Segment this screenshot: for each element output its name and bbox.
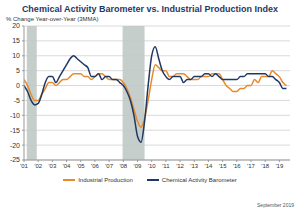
svg-text:'12: '12 [176, 163, 184, 169]
svg-text:'06: '06 [91, 163, 99, 169]
svg-text:'08: '08 [119, 163, 127, 169]
svg-text:'01: '01 [20, 163, 28, 169]
svg-text:-20: -20 [10, 142, 20, 149]
svg-text:'11: '11 [162, 163, 170, 169]
svg-text:5: 5 [16, 67, 20, 74]
svg-text:'05: '05 [77, 163, 85, 169]
svg-text:'09: '09 [134, 163, 142, 169]
svg-text:'18: '18 [261, 163, 269, 169]
html-text:Chemical Activity Barometer vs: Chemical Activity Barometer vs. Industri… [21, 4, 279, 14]
html-text:Industrial Production: Industrial Production [78, 177, 133, 183]
svg-text:'14: '14 [205, 163, 213, 169]
svg-text:-10: -10 [10, 112, 20, 119]
svg-text:20: 20 [12, 22, 20, 29]
svg-text:15: 15 [12, 37, 20, 44]
svg-text:'04: '04 [63, 163, 71, 169]
svg-text:'13: '13 [190, 163, 198, 169]
html-text:September 2019: September 2019 [257, 202, 294, 208]
svg-text:-15: -15 [10, 127, 20, 134]
svg-text:0: 0 [16, 82, 20, 89]
svg-text:'03: '03 [48, 163, 56, 169]
html-text:Chemical Activity Barometer: Chemical Activity Barometer [161, 177, 237, 183]
svg-text:-25: -25 [10, 156, 20, 163]
html-text:% Change Year-over-Year (3MMA): % Change Year-over-Year (3MMA) [6, 16, 99, 22]
svg-text:'07: '07 [105, 163, 113, 169]
svg-text:'10: '10 [148, 163, 156, 169]
svg-text:'16: '16 [233, 163, 241, 169]
svg-text:'17: '17 [247, 163, 255, 169]
svg-text:'02: '02 [34, 163, 42, 169]
svg-text:'19: '19 [275, 163, 283, 169]
svg-text:-5: -5 [14, 97, 20, 104]
svg-text:'15: '15 [219, 163, 227, 169]
svg-text:10: 10 [12, 52, 20, 59]
